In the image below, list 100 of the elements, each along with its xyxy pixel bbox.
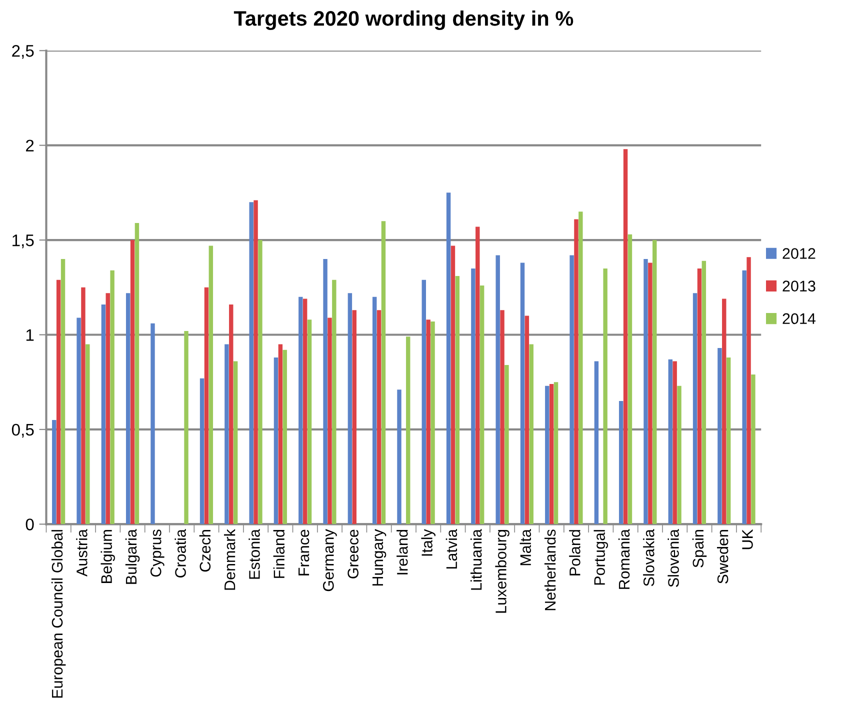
x-tick-label: Spain: [692, 530, 707, 568]
bar: [455, 276, 460, 524]
bar: [496, 255, 500, 524]
x-tick-label: Finland: [273, 530, 285, 578]
bar: [668, 359, 672, 524]
bar: [554, 382, 558, 524]
y-tick-label: 0,5: [12, 424, 34, 438]
bar: [126, 293, 130, 524]
x-tick-label: Netherlands: [544, 530, 556, 610]
bar: [520, 262, 525, 524]
bar: [628, 234, 632, 524]
bar: [623, 149, 628, 524]
x-tick-label: Slovakia: [643, 529, 654, 586]
x-tick-label: Belgium: [100, 530, 115, 583]
x-tick-label: Luxembourg: [495, 530, 510, 613]
bar: [529, 344, 534, 524]
bar: [570, 255, 574, 524]
bar: [323, 258, 328, 524]
bar: [746, 257, 751, 524]
y-tick-label: 1,5: [12, 234, 34, 248]
x-tick-label: Latvia: [446, 529, 458, 569]
bar: [677, 386, 682, 524]
y-tick-label: 2,5: [12, 45, 34, 59]
bar: [692, 293, 698, 524]
bar: [397, 390, 402, 524]
bar: [348, 293, 352, 524]
y-tick-label: 1: [26, 329, 34, 341]
bar: [224, 344, 229, 524]
y-tick-label: 0: [26, 518, 34, 530]
bar: [426, 320, 430, 524]
x-tick-label: Greece: [348, 530, 358, 578]
bar: [60, 258, 66, 524]
bar: [381, 221, 386, 524]
bar: [722, 298, 726, 524]
x-tick-label: Austria: [76, 529, 88, 577]
bar: [233, 361, 238, 524]
bar: [545, 386, 550, 524]
bar: [471, 268, 476, 524]
x-tick-label: Italy: [421, 529, 436, 556]
bar: [298, 296, 303, 524]
bar: [258, 240, 262, 524]
bar: [574, 219, 578, 524]
legend-label: 2014: [782, 313, 816, 324]
x-tick-label: Croatia: [174, 529, 186, 578]
bar: [208, 246, 214, 524]
bar: [594, 361, 599, 524]
bar: [332, 280, 336, 524]
bar: [274, 357, 278, 524]
bar: [52, 420, 56, 524]
x-tick-label: Estonia: [248, 529, 260, 579]
bar: [702, 260, 706, 524]
bar: [603, 268, 608, 524]
bar: [524, 316, 530, 524]
bar: [134, 222, 140, 524]
bar: [200, 378, 204, 524]
x-tick-label: Denmark: [224, 529, 236, 590]
bar: [204, 287, 209, 524]
bar: [130, 240, 135, 524]
legend-label: 2013: [782, 280, 816, 292]
x-tick-label: Ireland: [396, 530, 408, 574]
bar: [672, 361, 677, 524]
x-tick-label: European Council Global: [51, 530, 66, 698]
x-tick-label: Romania: [618, 529, 630, 589]
bar: [184, 330, 188, 524]
bar: [500, 310, 504, 524]
bar: [422, 280, 426, 524]
bar: [282, 350, 287, 524]
bar: [406, 336, 410, 524]
bar: [106, 293, 110, 524]
x-tick-label: Lithuania: [470, 529, 482, 590]
bar: [150, 323, 155, 524]
legend-label: 2012: [782, 248, 816, 259]
bar: [476, 226, 480, 524]
bar: [302, 298, 308, 524]
bar: [697, 268, 702, 524]
bar: [504, 365, 509, 524]
x-tick-label: Slovenia: [668, 529, 679, 587]
x-tick-label: Malta: [520, 529, 532, 566]
bar: [76, 318, 81, 524]
x-tick-label: Czech: [199, 530, 211, 572]
x-tick-label: UK: [742, 529, 753, 550]
bar: [644, 258, 648, 524]
bar: [81, 287, 86, 524]
bar: [742, 270, 746, 524]
bar: [549, 384, 554, 524]
x-tick-label: Cyprus: [150, 530, 164, 577]
bar: [578, 212, 583, 524]
bar: [718, 348, 722, 524]
bar: [229, 304, 234, 524]
bar: [480, 286, 484, 524]
y-tick-label: 2: [26, 140, 34, 152]
bar: [376, 310, 382, 524]
bar: [618, 401, 624, 524]
x-tick-label: Sweden: [717, 530, 728, 584]
bar: [86, 344, 90, 524]
bar: [101, 304, 106, 524]
bar: [430, 321, 435, 524]
x-tick-label: Hungary: [372, 529, 386, 586]
bar: [751, 374, 756, 524]
x-tick-label: Germany: [323, 529, 337, 592]
